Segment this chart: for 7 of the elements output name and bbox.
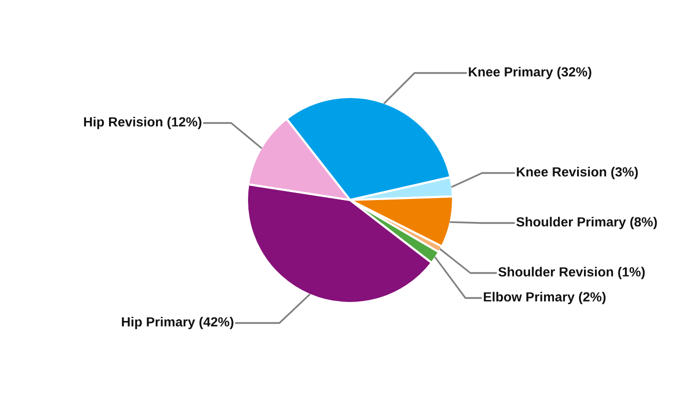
slice-label: Elbow Primary (2%) (484, 292, 606, 304)
slice-label: Knee Revision (3%) (516, 166, 638, 180)
slice-label: Knee Primary (32%) (468, 66, 592, 80)
slice-label: Hip Revision (12%) (84, 116, 202, 130)
slice-label: Shoulder Primary (8%) (516, 216, 657, 230)
slice-label: Hip Primary (42%) (122, 316, 234, 330)
slice-label: Shoulder Revision (1%) (498, 266, 645, 280)
